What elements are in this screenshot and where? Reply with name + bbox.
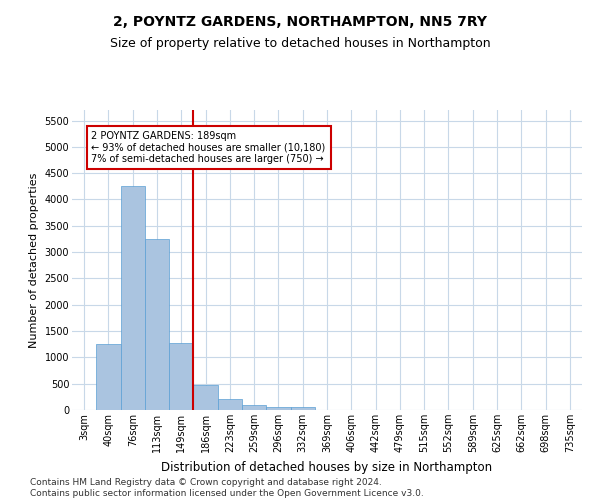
Text: 2, POYNTZ GARDENS, NORTHAMPTON, NN5 7RY: 2, POYNTZ GARDENS, NORTHAMPTON, NN5 7RY [113, 15, 487, 29]
Text: 2 POYNTZ GARDENS: 189sqm
← 93% of detached houses are smaller (10,180)
7% of sem: 2 POYNTZ GARDENS: 189sqm ← 93% of detach… [91, 131, 326, 164]
Bar [266, 407, 290, 410]
Bar [242, 404, 266, 410]
Bar [145, 239, 169, 410]
Bar [218, 399, 242, 410]
Text: Size of property relative to detached houses in Northampton: Size of property relative to detached ho… [110, 38, 490, 51]
Bar [193, 386, 218, 410]
X-axis label: Distribution of detached houses by size in Northampton: Distribution of detached houses by size … [161, 460, 493, 473]
Y-axis label: Number of detached properties: Number of detached properties [29, 172, 39, 348]
Bar [290, 408, 315, 410]
Bar [121, 186, 145, 410]
Bar [96, 344, 121, 410]
Bar [169, 342, 193, 410]
Text: Contains HM Land Registry data © Crown copyright and database right 2024.
Contai: Contains HM Land Registry data © Crown c… [30, 478, 424, 498]
